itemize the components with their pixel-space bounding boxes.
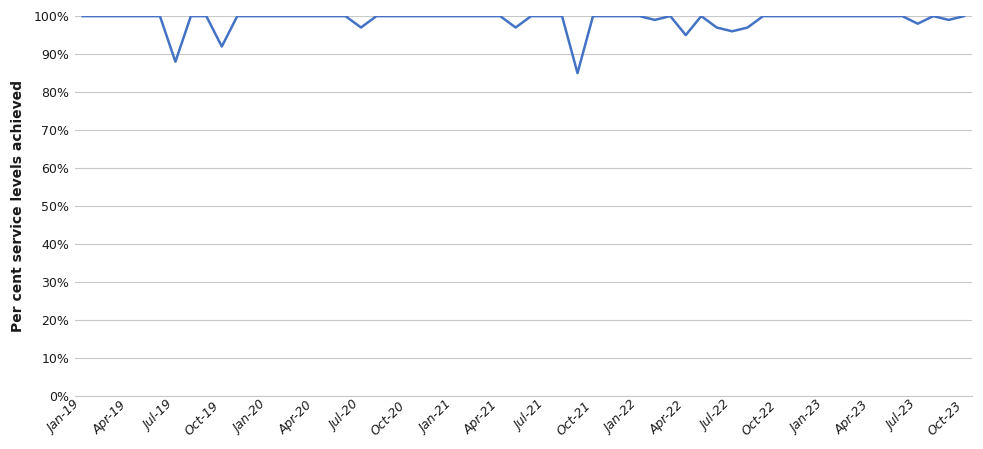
Y-axis label: Per cent service levels achieved: Per cent service levels achieved [11,80,26,332]
